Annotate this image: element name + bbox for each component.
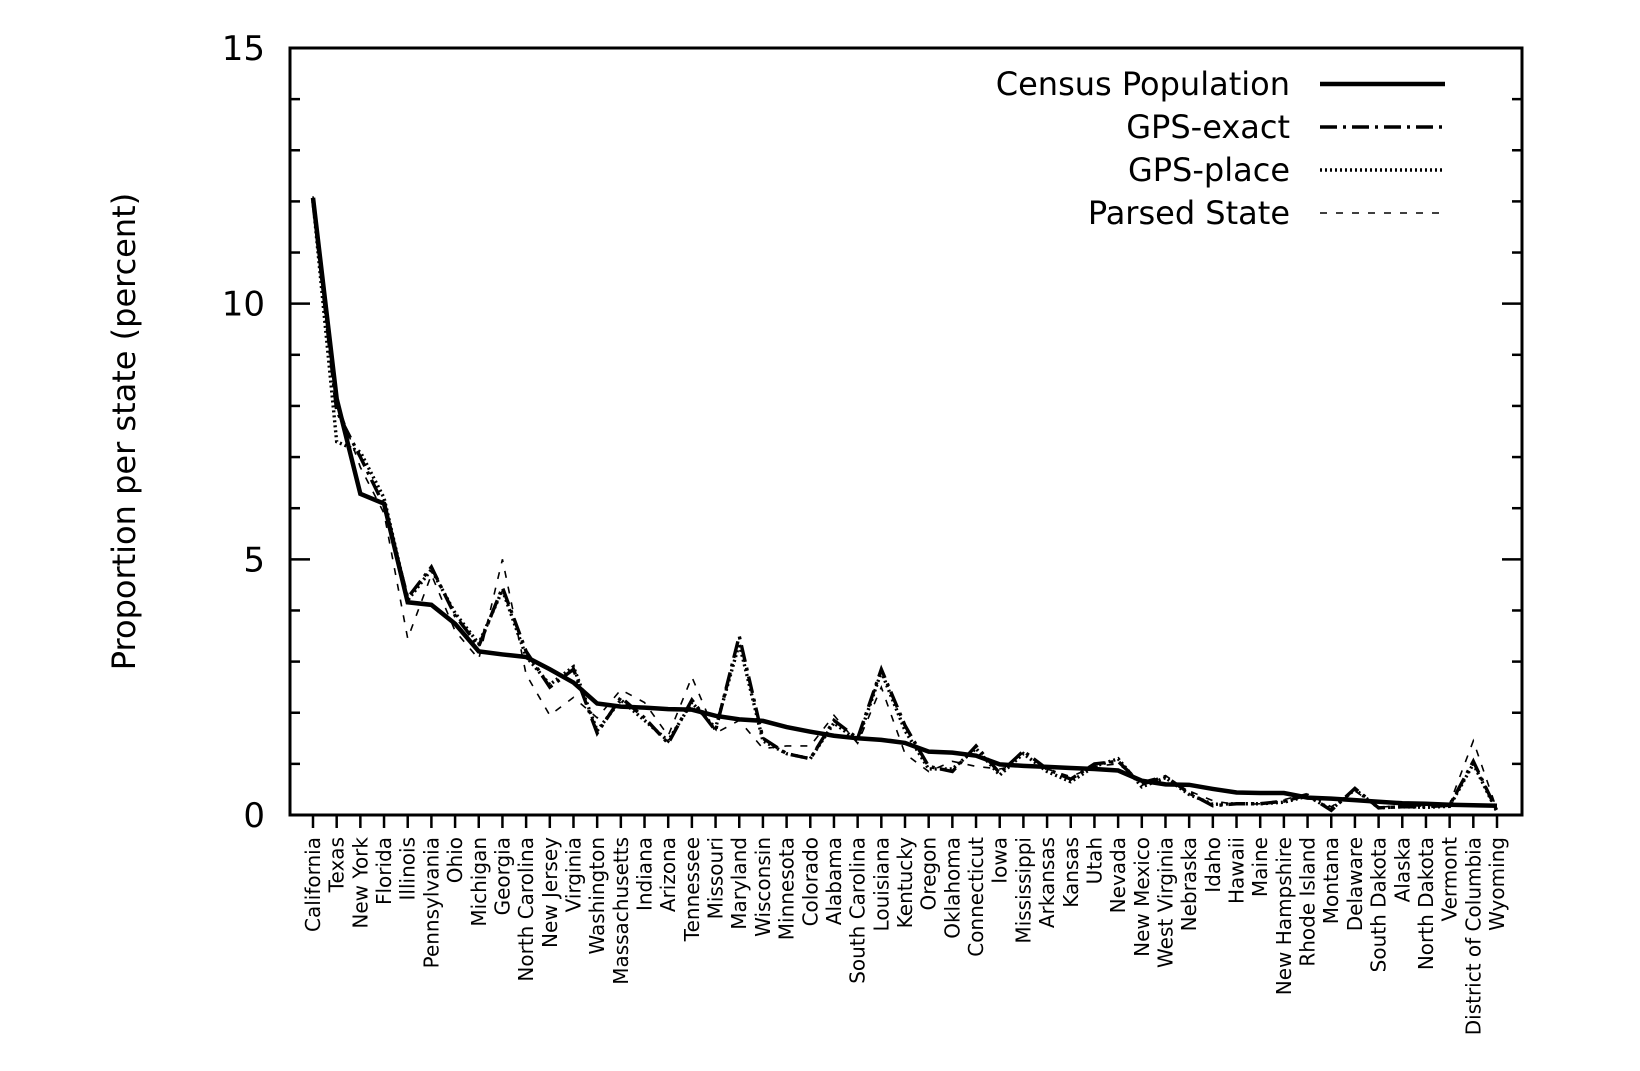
x-tick-label-nevada: Nevada: [1106, 837, 1130, 913]
x-tick-label-idaho: Idaho: [1201, 837, 1225, 893]
legend-label-census-population: Census Population: [996, 65, 1290, 103]
x-tick-label-washington: Washington: [585, 837, 609, 955]
y-tick-label: 10: [222, 285, 265, 325]
x-tick-label-wyoming: Wyoming: [1485, 837, 1509, 931]
y-tick-label: 5: [243, 540, 265, 580]
x-tick-label-nebraska: Nebraska: [1177, 837, 1201, 931]
x-tick-label-oregon: Oregon: [917, 837, 941, 910]
x-tick-label-wisconsin: Wisconsin: [751, 837, 775, 937]
x-tick-label-alabama: Alabama: [822, 837, 846, 925]
x-tick-label-north-carolina: North Carolina: [514, 837, 538, 982]
x-tick-label-colorado: Colorado: [798, 837, 822, 926]
x-tick-label-pennsylvania: Pennsylvania: [419, 837, 443, 968]
series-line-parsed-state: [312, 196, 1498, 811]
x-tick-label-connecticut: Connecticut: [964, 837, 988, 957]
x-tick-label-iowa: Iowa: [988, 837, 1012, 884]
x-tick-label-new-mexico: New Mexico: [1130, 837, 1154, 957]
x-tick-label-kentucky: Kentucky: [893, 837, 917, 928]
series-line-gps-place: [311, 201, 1499, 813]
x-tick-label-utah: Utah: [1082, 837, 1106, 884]
x-tick-label-michigan: Michigan: [467, 837, 491, 927]
x-tick-label-arkansas: Arkansas: [1035, 837, 1059, 928]
x-tick-label-texas: Texas: [325, 837, 349, 893]
x-tick-label-oklahoma: Oklahoma: [940, 837, 964, 939]
y-tick-label: 0: [243, 796, 265, 836]
x-tick-label-illinois: Illinois: [396, 837, 420, 900]
x-tick-label-rhode-island: Rhode Island: [1296, 837, 1320, 967]
legend-label-gps-place: GPS-place: [1128, 151, 1290, 189]
x-tick-label-indiana: Indiana: [633, 837, 657, 911]
series-line-gps-exact: [311, 201, 1499, 813]
x-tick-label-south-carolina: South Carolina: [846, 837, 870, 984]
x-tick-label-new-york: New York: [348, 837, 372, 929]
x-tick-label-tennessee: Tennessee: [680, 837, 704, 942]
x-tick-label-maryland: Maryland: [727, 837, 751, 930]
x-tick-label-missouri: Missouri: [704, 837, 728, 919]
series-line-census-population: [310, 197, 1498, 809]
x-tick-label-florida: Florida: [372, 837, 396, 905]
x-tick-label-ohio: Ohio: [443, 837, 467, 883]
x-tick-label-new-jersey: New Jersey: [538, 837, 562, 948]
x-tick-label-georgia: Georgia: [490, 837, 514, 915]
x-tick-label-mississippi: Mississippi: [1011, 837, 1035, 944]
x-tick-label-california: California: [301, 837, 325, 932]
plot-border: [288, 46, 1524, 817]
legend-label-gps-exact: GPS-exact: [1126, 108, 1290, 146]
x-tick-label-montana: Montana: [1319, 837, 1343, 924]
x-tick-label-district-of-columbia: District of Columbia: [1461, 837, 1485, 1035]
y-axis-title: Proportion per state (percent): [105, 193, 143, 670]
x-tick-label-maine: Maine: [1248, 837, 1272, 897]
x-tick-label-massachusetts: Massachusetts: [609, 837, 633, 985]
x-tick-label-vermont: Vermont: [1438, 837, 1462, 922]
x-tick-label-minnesota: Minnesota: [775, 837, 799, 940]
y-tick-label: 15: [222, 29, 265, 69]
x-tick-label-west-virginia: West Virginia: [1153, 837, 1177, 968]
x-tick-label-south-dakota: South Dakota: [1367, 837, 1391, 972]
x-tick-label-louisiana: Louisiana: [869, 837, 893, 931]
x-tick-label-virginia: Virginia: [561, 837, 585, 912]
x-tick-label-kansas: Kansas: [1059, 837, 1083, 908]
x-tick-label-delaware: Delaware: [1343, 837, 1367, 931]
x-tick-label-new-hampshire: New Hampshire: [1272, 837, 1296, 995]
x-tick-label-hawaii: Hawaii: [1225, 837, 1249, 904]
x-tick-label-alaska: Alaska: [1390, 837, 1414, 902]
legend-label-parsed-state: Parsed State: [1088, 194, 1290, 232]
x-tick-label-north-dakota: North Dakota: [1414, 837, 1438, 970]
x-tick-label-arizona: Arizona: [656, 837, 680, 912]
